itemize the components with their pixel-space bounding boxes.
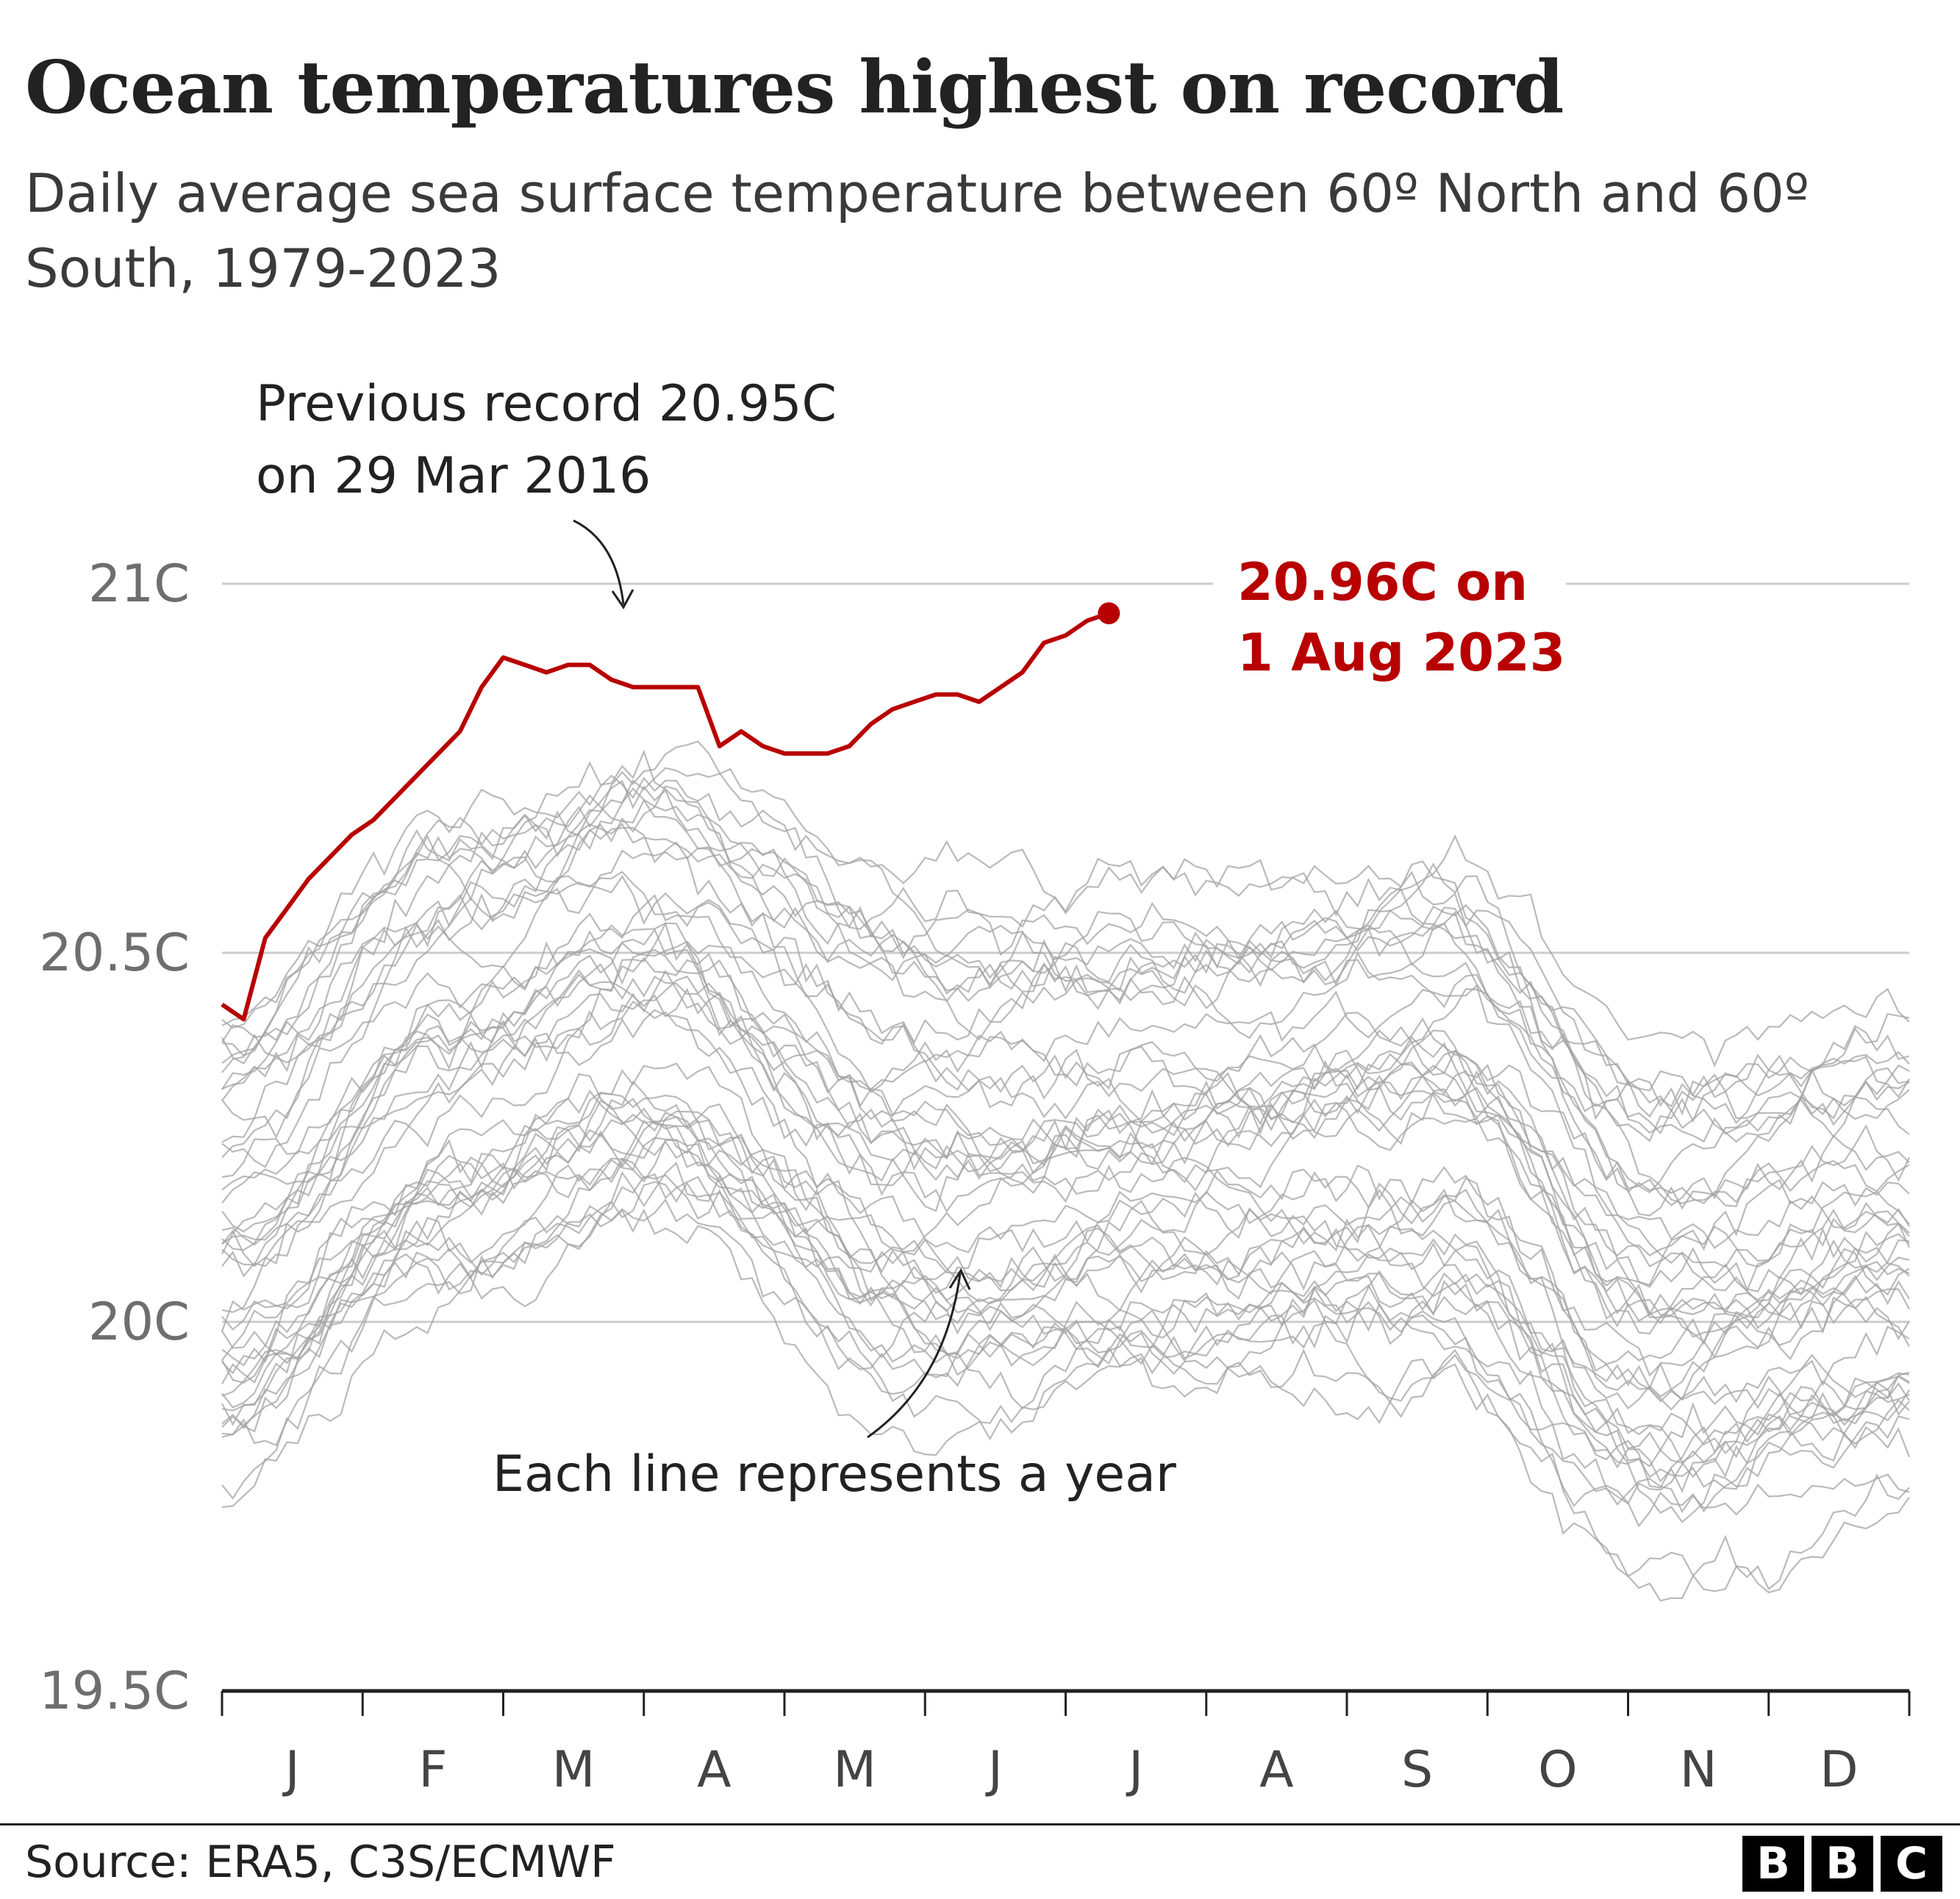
year-line — [221, 969, 1910, 1321]
year-line — [221, 794, 1910, 1112]
x-tick-label: D — [1820, 1741, 1858, 1799]
year-line — [221, 1113, 1910, 1478]
logo-letter: C — [1881, 1836, 1942, 1892]
year-line — [221, 1080, 1910, 1410]
footer-divider — [0, 1823, 1960, 1825]
y-tick-label: 20.5C — [39, 923, 190, 983]
annotation-arrow-each-line — [867, 1273, 962, 1439]
year-line — [221, 1009, 1910, 1365]
y-tick-label: 21C — [88, 554, 190, 614]
year-line — [221, 823, 1910, 1143]
annotation-arrowhead-each-line — [948, 1267, 971, 1290]
x-tick-label: O — [1538, 1741, 1578, 1799]
y-axis-tick-labels: 19.5C 20C 20.5C 21C — [39, 554, 190, 1721]
logo-letter: B — [1742, 1836, 1804, 1892]
year-line — [221, 1198, 1910, 1602]
year-line — [221, 1062, 1910, 1403]
year-line — [221, 1092, 1910, 1390]
year-line — [221, 749, 1910, 1120]
year-line — [221, 1000, 1910, 1268]
year-line — [221, 894, 1910, 1267]
year-line — [221, 1174, 1910, 1489]
annotation-arrow-previous-record — [573, 519, 625, 605]
x-tick-label: M — [552, 1741, 595, 1799]
x-tick-label: J — [282, 1741, 300, 1799]
year-line — [221, 826, 1910, 1217]
x-tick-label: S — [1401, 1741, 1433, 1799]
annotation-each-line: Each line represents a year — [493, 1445, 1176, 1503]
logo-letter: B — [1811, 1836, 1873, 1892]
year-line — [221, 785, 1910, 1143]
year-line — [221, 849, 1910, 1207]
year-line — [221, 779, 1910, 1194]
x-tick-label: A — [1259, 1741, 1294, 1799]
annotation-arrowhead-previous-record — [611, 589, 634, 609]
series-line-2023 — [221, 611, 1110, 1022]
gridlines — [222, 569, 1909, 1323]
y-tick-label: 20C — [88, 1292, 190, 1352]
endpoint-label-line2: 1 Aug 2023 — [1237, 623, 1565, 683]
x-tick-label: J — [1126, 1741, 1143, 1799]
year-line — [221, 1099, 1910, 1411]
year-line — [221, 1174, 1910, 1505]
year-line — [221, 767, 1910, 1125]
chart-title: Ocean temperatures highest on record — [25, 46, 1564, 130]
x-tick-label: A — [697, 1741, 732, 1799]
year-line — [221, 870, 1910, 1206]
year-line — [221, 774, 1910, 1068]
year-line — [221, 740, 1910, 1142]
year-line — [221, 975, 1910, 1344]
endpoint-label-line1: 20.96C on — [1237, 552, 1528, 612]
year-line — [221, 969, 1910, 1328]
x-tick-label: N — [1680, 1741, 1717, 1799]
other-years-series — [221, 740, 1911, 1602]
year-line — [221, 928, 1910, 1325]
x-tick-label: F — [418, 1741, 447, 1799]
year-line — [221, 1090, 1910, 1467]
chart-subtitle: Daily average sea surface temperature be… — [25, 162, 1809, 299]
year-line — [221, 1157, 1910, 1516]
annotation-previous-record-line1: Previous record 20.95C — [256, 375, 837, 433]
series-endpoint-2023 — [1098, 602, 1120, 625]
line-chart: 19.5C 20C 20.5C 21C J F M A M J J A S O N D Previous r… — [39, 375, 1911, 1799]
x-tick-label: M — [833, 1741, 876, 1799]
source-note: Source: ERA5, C3S/ECMWF — [25, 1837, 616, 1888]
year-line — [221, 922, 1910, 1317]
year-line — [221, 921, 1910, 1292]
year-line — [221, 875, 1910, 1204]
highlight-series-2023: 20.96C on 1 Aug 2023 — [221, 552, 1565, 1022]
y-tick-label: 19.5C — [39, 1661, 190, 1721]
bbc-logo: B B C — [1742, 1836, 1942, 1892]
annotation-previous-record-line2: on 29 Mar 2016 — [256, 447, 651, 505]
x-tick-label: J — [985, 1741, 1003, 1799]
year-line — [221, 941, 1911, 1268]
annotations: Previous record 20.95C on 29 Mar 2016 Ea… — [256, 375, 1176, 1503]
label-backdrop — [1213, 569, 1566, 598]
year-line — [221, 1137, 1910, 1455]
year-line — [221, 1073, 1910, 1409]
